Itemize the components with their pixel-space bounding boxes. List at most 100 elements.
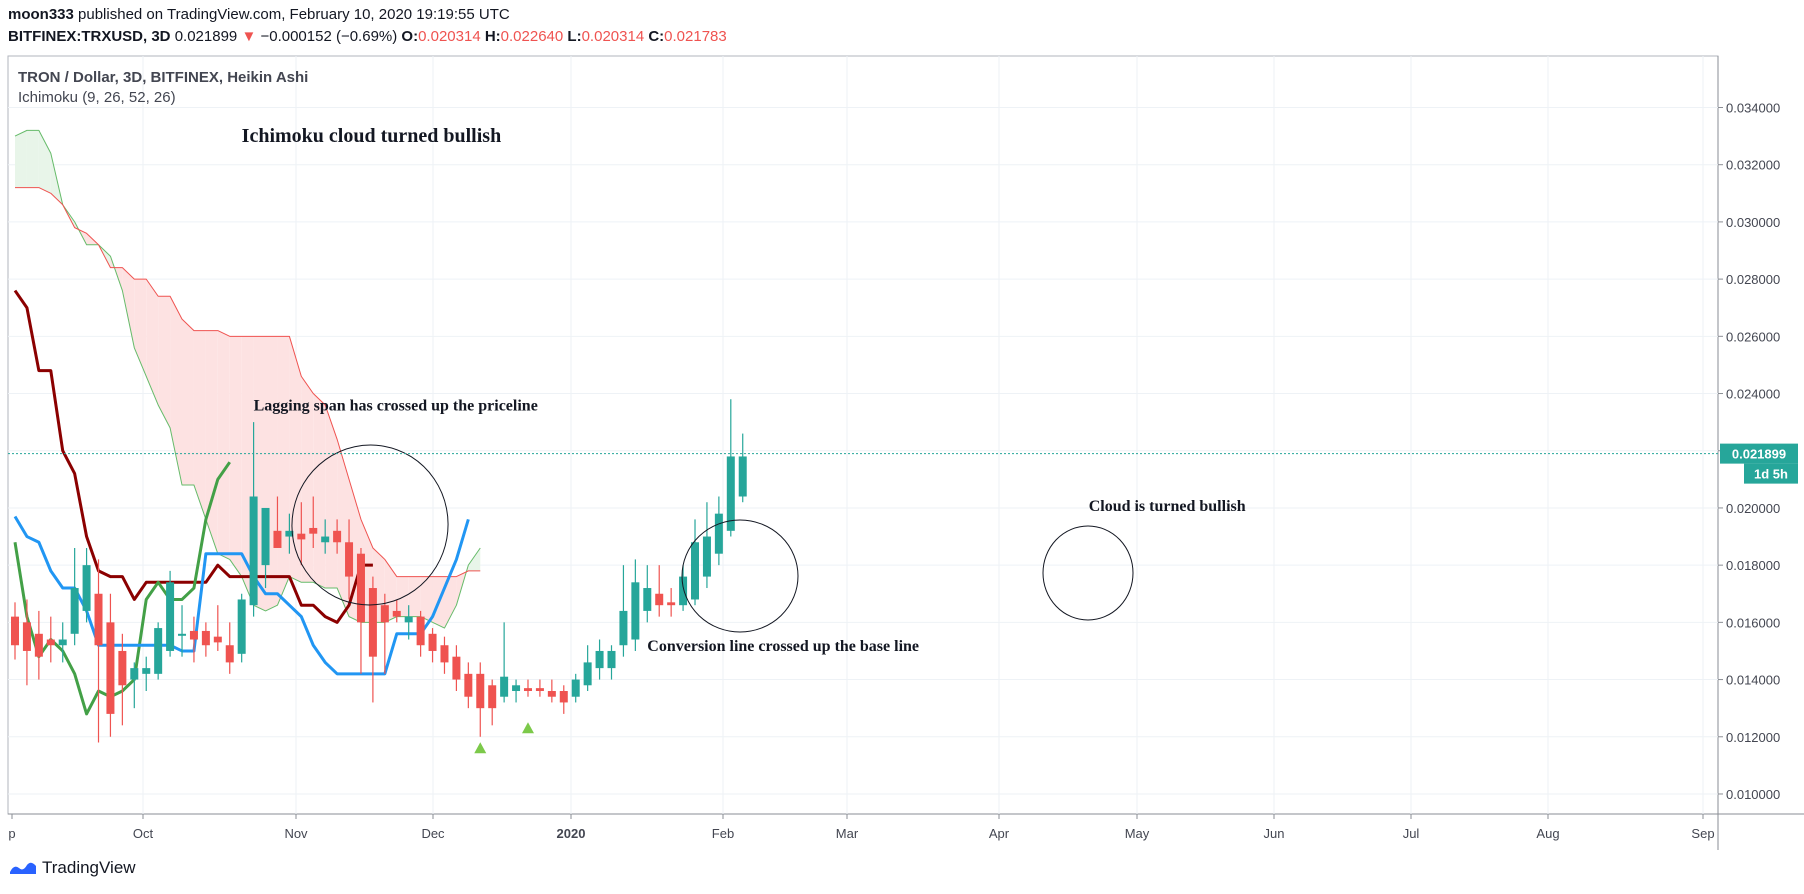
candle-body[interactable] bbox=[452, 656, 461, 680]
candle-body[interactable] bbox=[702, 536, 711, 577]
candle-body[interactable] bbox=[94, 593, 103, 646]
candle-body[interactable] bbox=[345, 542, 354, 577]
candle-body[interactable] bbox=[583, 662, 592, 686]
candle-body[interactable] bbox=[82, 565, 91, 611]
candle-body[interactable] bbox=[523, 688, 532, 692]
footer-brand[interactable]: TradingView bbox=[8, 858, 136, 878]
candle-body[interactable] bbox=[547, 691, 556, 697]
cloud-bullish-circle bbox=[1042, 525, 1134, 621]
candle-body[interactable] bbox=[416, 616, 425, 646]
candle-body[interactable] bbox=[655, 593, 664, 606]
candle-body[interactable] bbox=[619, 610, 628, 646]
x-tick-label: Nov bbox=[284, 826, 308, 841]
candle-body[interactable] bbox=[261, 507, 270, 566]
candle-body[interactable] bbox=[201, 630, 210, 646]
candle-body[interactable] bbox=[512, 685, 521, 692]
candle-body[interactable] bbox=[595, 650, 604, 669]
x-tick-label: Jul bbox=[1403, 826, 1420, 841]
candle-body[interactable] bbox=[726, 456, 735, 531]
candle-body[interactable] bbox=[34, 633, 43, 657]
cloud-segment bbox=[158, 296, 171, 428]
annotation-lagging: Lagging span has crossed up the pricelin… bbox=[254, 398, 538, 415]
candle-body[interactable] bbox=[285, 530, 294, 537]
candle-body[interactable] bbox=[440, 645, 449, 663]
x-tick-label: Feb bbox=[712, 826, 734, 841]
y-tick-label: 0.018000 bbox=[1726, 558, 1780, 573]
candle-body[interactable] bbox=[106, 622, 115, 714]
candle-body[interactable] bbox=[631, 582, 640, 640]
candle-body[interactable] bbox=[571, 679, 580, 697]
candle-body[interactable] bbox=[392, 610, 401, 617]
candle-body[interactable] bbox=[368, 588, 377, 657]
candle-body[interactable] bbox=[154, 628, 163, 674]
cloud-segment bbox=[313, 393, 326, 589]
candle-body[interactable] bbox=[380, 605, 389, 623]
candle-body[interactable] bbox=[118, 650, 127, 686]
candle-body[interactable] bbox=[428, 633, 437, 651]
candle-body[interactable] bbox=[643, 588, 652, 611]
candle-body[interactable] bbox=[321, 536, 330, 543]
candle-body[interactable] bbox=[237, 599, 246, 654]
candle-body[interactable] bbox=[11, 616, 19, 646]
candle-body[interactable] bbox=[225, 645, 234, 663]
symbol-label: BITFINEX:TRXUSD, 3D bbox=[8, 28, 171, 45]
candle-body[interactable] bbox=[476, 673, 485, 709]
candle-body[interactable] bbox=[58, 639, 67, 646]
cloud-segment bbox=[26, 130, 39, 188]
candles[interactable] bbox=[11, 399, 747, 754]
close-value: 0.021783 bbox=[664, 28, 727, 45]
candle-body[interactable] bbox=[679, 576, 688, 606]
candle-body[interactable] bbox=[691, 542, 700, 600]
y-tick-label: 0.010000 bbox=[1726, 787, 1780, 802]
candle-body[interactable] bbox=[607, 650, 616, 669]
candle-body[interactable] bbox=[404, 616, 413, 623]
candle-body[interactable] bbox=[500, 676, 509, 697]
y-tick-label: 0.020000 bbox=[1726, 501, 1780, 516]
last-price-badge-value: 0.021899 bbox=[1732, 447, 1786, 462]
candle-body[interactable] bbox=[273, 530, 282, 548]
candle-body[interactable] bbox=[142, 668, 151, 674]
candle-body[interactable] bbox=[166, 582, 175, 651]
last-price-badge: 0.021899 1d 5h bbox=[1720, 443, 1798, 484]
y-tick-label: 0.016000 bbox=[1726, 615, 1780, 630]
candle-body[interactable] bbox=[559, 691, 568, 703]
time-axis[interactable]: p Oct Nov Dec 2020 Feb Mar Apr May Jun Jul Aug Sep bbox=[8, 814, 1715, 841]
legend-indicator[interactable]: Ichimoku (9, 26, 52, 26) bbox=[18, 89, 176, 106]
candle-body[interactable] bbox=[297, 533, 306, 540]
candle-body[interactable] bbox=[464, 673, 473, 697]
candle-body[interactable] bbox=[714, 513, 723, 554]
candle-body[interactable] bbox=[46, 639, 55, 646]
candle-body[interactable] bbox=[333, 530, 342, 543]
candle-body[interactable] bbox=[535, 688, 544, 692]
candle-body[interactable] bbox=[130, 668, 139, 680]
candle-body[interactable] bbox=[356, 553, 365, 623]
high-value: 0.022640 bbox=[500, 28, 564, 45]
price-axis[interactable]: 0.034000 0.032000 0.030000 0.028000 0.026000… bbox=[1718, 100, 1780, 802]
y-tick-label: 0.028000 bbox=[1726, 272, 1780, 287]
candle-body[interactable] bbox=[70, 588, 79, 634]
candle-body[interactable] bbox=[738, 456, 747, 497]
candle-body[interactable] bbox=[488, 685, 497, 709]
cloud-span-a-line bbox=[14, 129, 481, 629]
author-name[interactable]: moon333 bbox=[8, 6, 74, 23]
candle-body[interactable] bbox=[667, 602, 676, 606]
y-tick-label: 0.030000 bbox=[1726, 215, 1780, 230]
annotation-title: Ichimoku cloud turned bullish bbox=[242, 125, 502, 147]
text-annotations: Ichimoku cloud turned bullish Lagging spa… bbox=[242, 125, 1246, 655]
cloud-segment bbox=[420, 576, 433, 623]
cloud-span-b-line bbox=[15, 187, 481, 578]
last-price: 0.021899 bbox=[174, 28, 238, 45]
candle-body[interactable] bbox=[309, 527, 318, 534]
y-tick-label: 0.024000 bbox=[1726, 387, 1780, 402]
candle-body[interactable] bbox=[213, 636, 222, 643]
candle-body[interactable] bbox=[249, 496, 258, 606]
candle-body[interactable] bbox=[22, 622, 31, 651]
open-label: O: bbox=[401, 28, 419, 45]
cloud-segment bbox=[134, 279, 147, 377]
countdown-badge-bg bbox=[1744, 463, 1798, 484]
cloud-segment bbox=[122, 267, 135, 348]
candle-body[interactable] bbox=[178, 633, 187, 636]
candle-body[interactable] bbox=[189, 630, 198, 640]
cloud-segment bbox=[146, 279, 159, 405]
